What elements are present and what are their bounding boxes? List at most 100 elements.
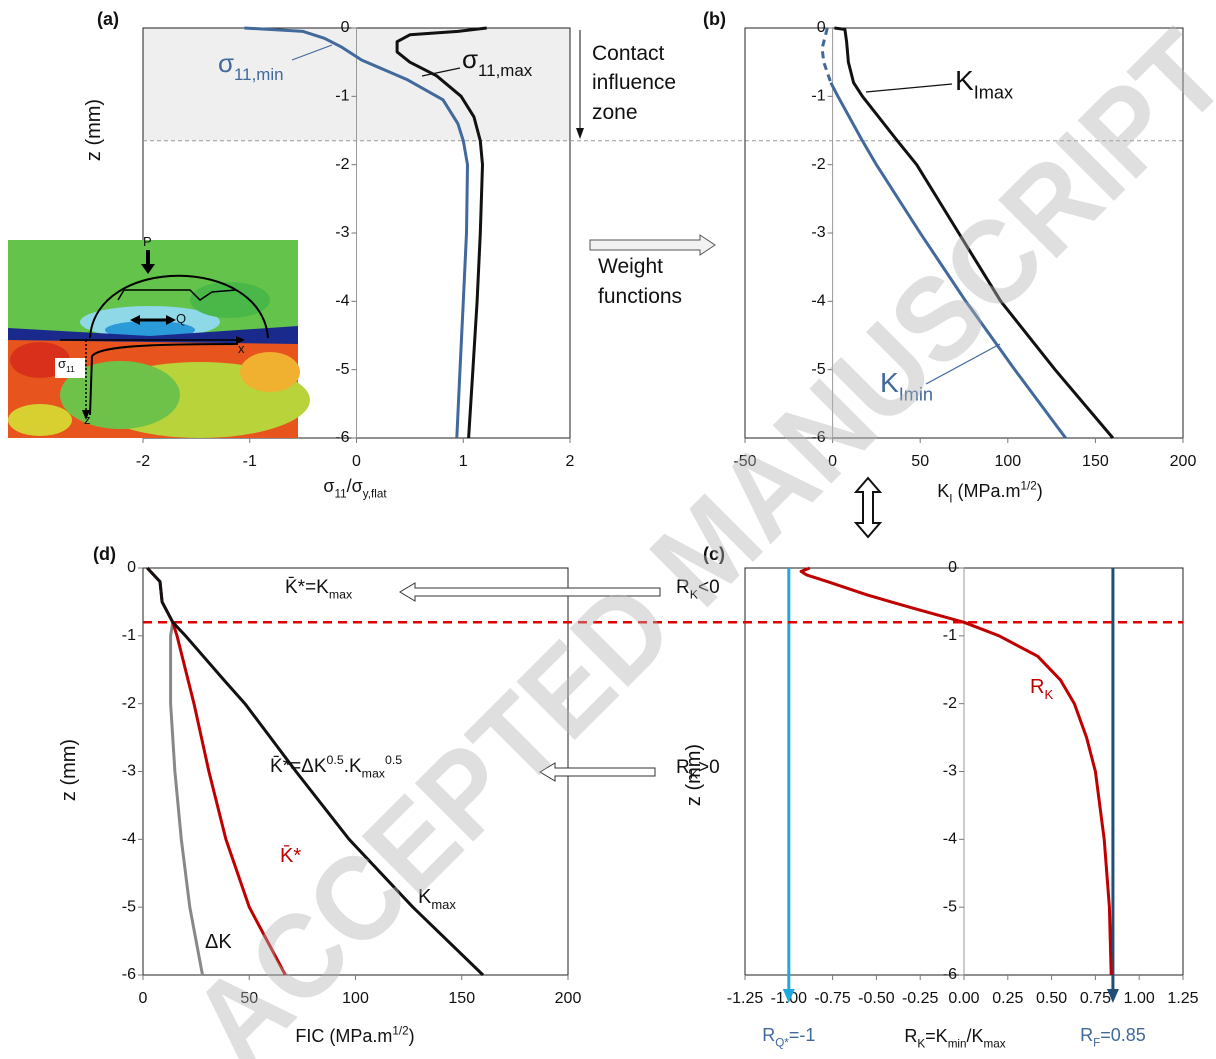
text-part: R: [1080, 1025, 1093, 1045]
x-tick-label: -2: [136, 453, 150, 470]
text-part: y,flat: [363, 487, 388, 500]
x-tick-label: -0.75: [814, 990, 851, 1007]
x-tick-label: 50: [240, 990, 258, 1007]
x-tick-label: 0.50: [1036, 990, 1067, 1007]
x-tick-label: 0: [139, 990, 148, 1007]
y-axis-title: z (mm): [683, 744, 705, 806]
annotation: K̄*=ΔK0.5.Kmax0.5: [270, 753, 402, 781]
data-line: [799, 566, 1113, 976]
x-tick-label: 150: [448, 990, 475, 1007]
panel-label: (a): [97, 9, 119, 29]
x-tick-label: -0.25: [902, 990, 939, 1007]
inset-label: P: [143, 234, 152, 249]
annotation: Kmax: [418, 886, 456, 912]
y-tick-label: -4: [335, 293, 349, 310]
x-tick-label: 200: [1170, 453, 1197, 470]
text-part: 11: [66, 364, 75, 374]
x-tick-label: 0.75: [1080, 990, 1111, 1007]
y-tick-label: -5: [811, 361, 825, 378]
panel: 0-1-2-3-4-5-60 50 100 150 200(d)FIC (MPa.m1/…: [58, 544, 1183, 1046]
sigma-box: [55, 358, 85, 378]
text-part: /σ: [347, 476, 363, 496]
text-part: I: [949, 492, 952, 505]
text-part: 1/2: [1021, 479, 1037, 492]
data-line: [169, 622, 204, 976]
text-part: K̄*=ΔK: [270, 756, 327, 777]
x-tick-label: 150: [1082, 453, 1109, 470]
text-part: z (mm): [83, 99, 105, 161]
annotation: RK<0: [676, 577, 720, 602]
text-part: ): [1037, 481, 1043, 501]
annotation-leader: [865, 83, 953, 93]
y-tick-label: -2: [943, 695, 957, 712]
text-part: R: [904, 1026, 917, 1046]
shear-arrow-head: [130, 315, 140, 325]
x-tick-label: 1: [459, 453, 468, 470]
x-axis-title: KI (MPa.m1/2): [937, 479, 1043, 505]
text-part: =0.85: [1100, 1025, 1146, 1045]
text-part: z: [84, 412, 91, 427]
text-part: <0: [698, 577, 720, 598]
y-tick-label: 0: [127, 559, 136, 576]
panel: 0-1-2-3-4-5-6-50 0 50 100 150 200(b)KI (MPa.m…: [703, 9, 1196, 506]
text-part: FIC (MPa.m: [295, 1026, 392, 1046]
text-part: R: [1030, 676, 1044, 698]
y-tick-label: -4: [811, 293, 825, 310]
y-tick-label: -5: [943, 898, 957, 915]
text-part: K: [1044, 687, 1053, 702]
y-tick-label: 0: [817, 19, 826, 36]
annotation: Contact: [592, 42, 665, 65]
inset-label: z: [84, 412, 91, 427]
data-line: [834, 26, 1115, 439]
data-line: [146, 566, 485, 977]
text-part: max: [329, 588, 353, 602]
data-line: [829, 82, 1067, 439]
y-tick-label: -1: [811, 88, 825, 105]
text-part: K: [955, 65, 974, 96]
pad-profile: [117, 289, 237, 301]
y-tick-label: -4: [122, 831, 136, 848]
text-part: K: [917, 1037, 925, 1050]
text-part: influence: [592, 71, 676, 94]
reference-arrow-head: [1106, 989, 1119, 1003]
x-tick-label: 0.00: [948, 990, 979, 1007]
load-arrow-head: [141, 264, 155, 274]
annotation: RK>0: [676, 757, 720, 782]
text-part: Q*: [775, 1036, 789, 1049]
annotation: K̄*=Kmax: [285, 577, 353, 602]
x-tick-label: -50: [733, 453, 756, 470]
panel-label: (b): [703, 9, 726, 29]
text-part: max: [984, 1037, 1006, 1050]
annotation: K̄*: [280, 844, 301, 867]
y-tick-label: -5: [335, 361, 349, 378]
text-part: 0.5: [385, 753, 402, 767]
annotation-leader: [291, 44, 333, 61]
text-part: R: [762, 1025, 775, 1045]
contour: [190, 282, 270, 318]
annotation: σ11,min: [218, 48, 284, 84]
x-tick-label: 2: [566, 453, 575, 470]
text-part: functions: [598, 285, 682, 308]
annotation-leader: [925, 343, 1001, 385]
text-part: Contact: [592, 42, 665, 65]
decorations: [399, 30, 883, 782]
x-tick-label: -0.50: [858, 990, 895, 1007]
text-part: >0: [698, 757, 720, 778]
x-axis-title: FIC (MPa.m1/2): [295, 1024, 414, 1046]
text-part: F: [1093, 1036, 1100, 1049]
x-tick-label: 1.00: [1124, 990, 1155, 1007]
text-part: K: [418, 886, 432, 908]
text-part: ΔK: [205, 931, 232, 953]
text-part: 11,min: [234, 65, 283, 84]
text-part: =K: [925, 1026, 948, 1046]
text-part: P: [143, 234, 152, 249]
panel: 0-1-2-3-4-5-6-1.25-1.00-0.75-0.50-0.250.…: [676, 544, 1199, 1051]
text-part: min: [948, 1037, 967, 1050]
annotation: zone: [592, 101, 638, 124]
y-tick-label: -2: [122, 695, 136, 712]
text-part: (MPa.m: [953, 481, 1021, 501]
text-part: z (mm): [58, 739, 80, 801]
text-part: max: [362, 767, 386, 781]
text-part: Weight: [598, 255, 663, 278]
